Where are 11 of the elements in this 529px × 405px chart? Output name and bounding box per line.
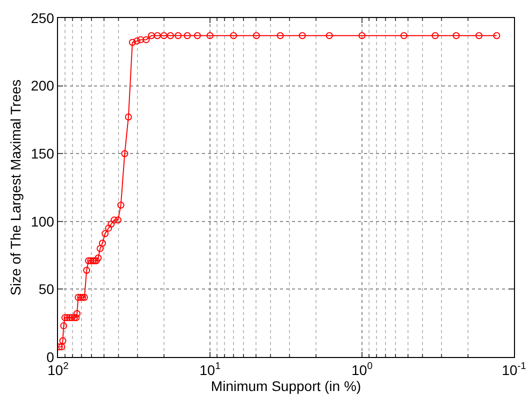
y-tick-label: 0 bbox=[46, 348, 54, 365]
x-axis-title: Minimum Support (in %) bbox=[210, 378, 362, 394]
y-tick-label: 150 bbox=[30, 146, 54, 162]
y-axis-title: Size of The Largest Maximal Trees bbox=[7, 79, 24, 296]
y-tick-label: 250 bbox=[30, 10, 54, 26]
x-tick-label: 10$^{-1}$ bbox=[502, 360, 526, 378]
x-tick-label: 10$^{0}$ bbox=[351, 360, 374, 378]
x-tick-label: 10$^{1}$ bbox=[199, 360, 221, 378]
y-tick-label: 50 bbox=[38, 281, 54, 298]
y-tick-label: 200 bbox=[30, 78, 54, 94]
y-tick-label: 100 bbox=[30, 213, 54, 230]
